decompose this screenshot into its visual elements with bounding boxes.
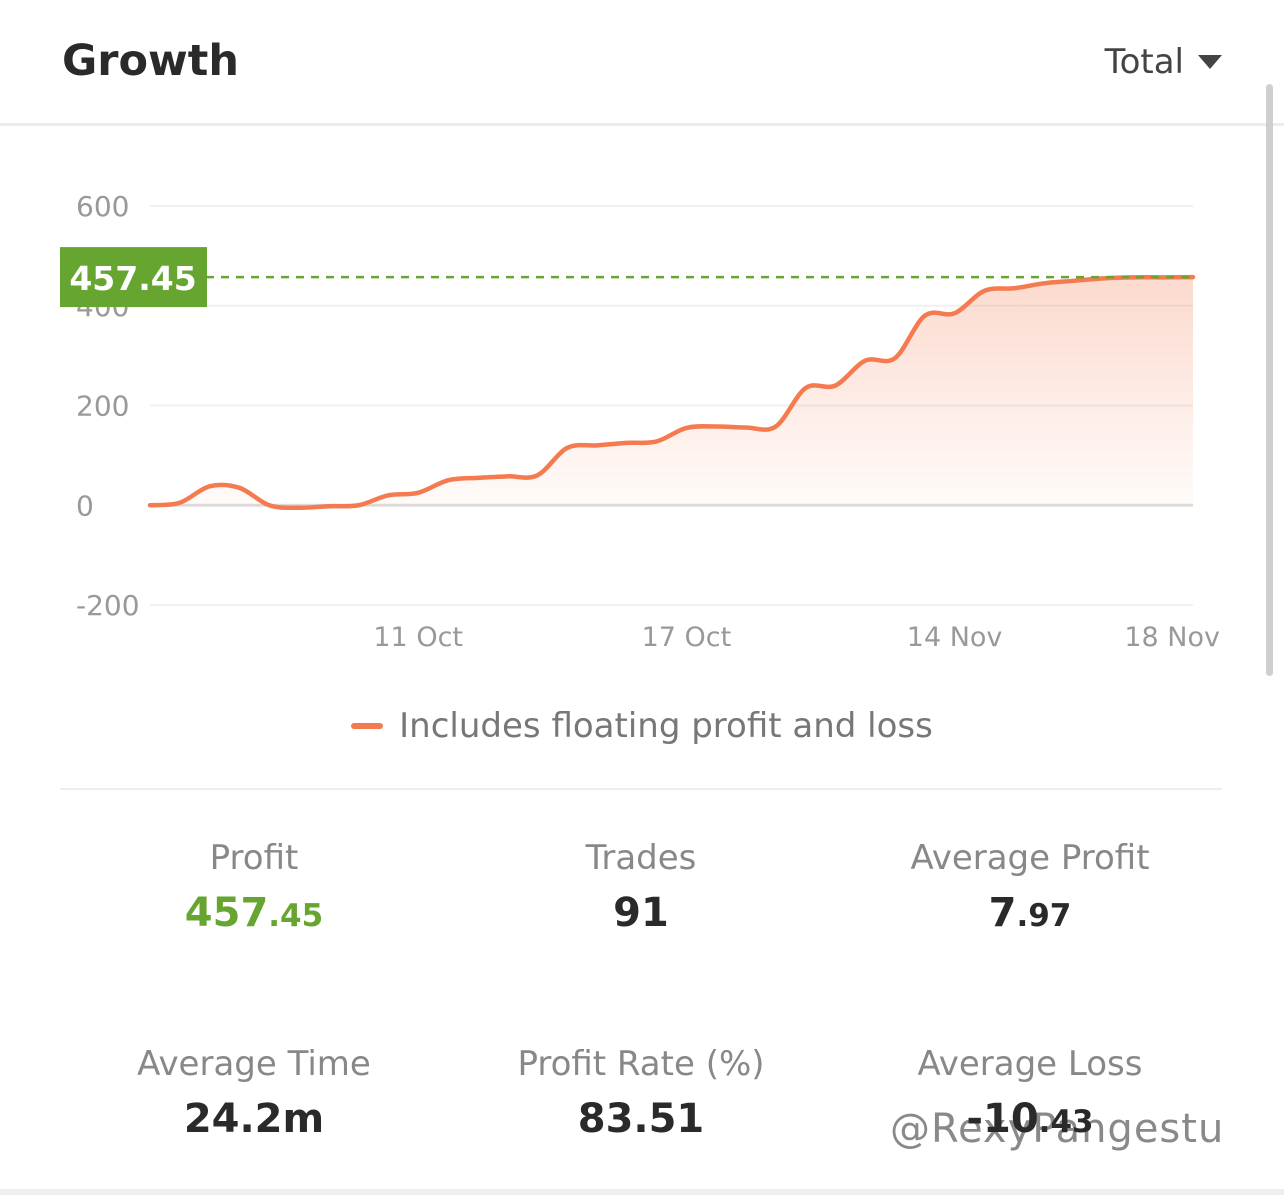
stat-average-profit: Average Profit 7.97 bbox=[830, 838, 1230, 936]
x-tick-label: 14 Nov bbox=[907, 622, 1003, 653]
stat-value-dec: .45 bbox=[268, 898, 324, 934]
stat-value: -10.43 bbox=[830, 1096, 1230, 1142]
stat-value: 7.97 bbox=[830, 890, 1230, 936]
page-title: Growth bbox=[62, 36, 239, 86]
stat-label: Average Profit bbox=[910, 838, 1150, 878]
stat-label: Trades bbox=[585, 838, 697, 878]
stat-value: 24.2m bbox=[54, 1096, 454, 1142]
stat-profit: Profit 457.45 bbox=[54, 838, 454, 936]
stat-value-dec: .43 bbox=[1038, 1104, 1094, 1140]
stat-label: Profit Rate (%) bbox=[517, 1044, 765, 1084]
stat-trades: Trades 91 bbox=[441, 838, 841, 936]
y-tick-label: 0 bbox=[76, 489, 94, 522]
current-value-badge bbox=[60, 247, 207, 308]
series-line bbox=[147, 274, 1196, 511]
chart-legend: Includes floating profit and loss bbox=[0, 706, 1284, 746]
stat-value: 457.45 bbox=[54, 890, 454, 936]
current-value-label: 457.45 bbox=[69, 259, 196, 298]
y-tick-label: -200 bbox=[76, 589, 140, 622]
stat-value-int: -10 bbox=[966, 1096, 1039, 1142]
stat-label: Profit bbox=[209, 838, 299, 878]
bottom-divider bbox=[0, 1189, 1284, 1195]
period-dropdown-label: Total bbox=[1104, 42, 1184, 82]
x-tick-label: 18 Nov bbox=[1124, 622, 1220, 653]
legend-swatch bbox=[351, 723, 384, 729]
legend-label: Includes floating profit and loss bbox=[399, 706, 933, 746]
stat-value: 83.51 bbox=[441, 1096, 841, 1142]
divider bbox=[60, 788, 1222, 790]
watermark: @RexyPangestu bbox=[890, 1106, 1225, 1152]
period-dropdown[interactable]: Total bbox=[1105, 42, 1222, 82]
x-tick-label: 11 Oct bbox=[373, 622, 463, 653]
stat-value: 91 bbox=[441, 890, 841, 936]
stat-value-int: 7 bbox=[988, 890, 1017, 936]
stat-value-int: 457 bbox=[184, 890, 269, 936]
stat-value-dec: .97 bbox=[1016, 898, 1072, 934]
stat-profit-rate: Profit Rate (%) 83.51 bbox=[441, 1044, 841, 1142]
stat-average-time: Average Time 24.2m bbox=[54, 1044, 454, 1142]
header: Growth Total bbox=[0, 0, 1284, 126]
stat-average-loss: Average Loss -10.43 bbox=[830, 1044, 1230, 1142]
y-tick-label: 200 bbox=[76, 390, 129, 423]
stat-label: Average Loss bbox=[917, 1044, 1143, 1084]
stat-value-int: 83.51 bbox=[577, 1096, 705, 1142]
scrollbar[interactable] bbox=[1266, 84, 1273, 676]
stat-value-int: 24.2m bbox=[183, 1096, 325, 1142]
y-tick-label: 600 bbox=[76, 190, 129, 223]
series-area bbox=[150, 277, 1193, 508]
stat-value-int: 91 bbox=[613, 890, 669, 936]
caret-down-icon bbox=[1198, 55, 1222, 69]
x-tick-label: 17 Oct bbox=[642, 622, 732, 653]
stat-label: Average Time bbox=[137, 1044, 371, 1084]
